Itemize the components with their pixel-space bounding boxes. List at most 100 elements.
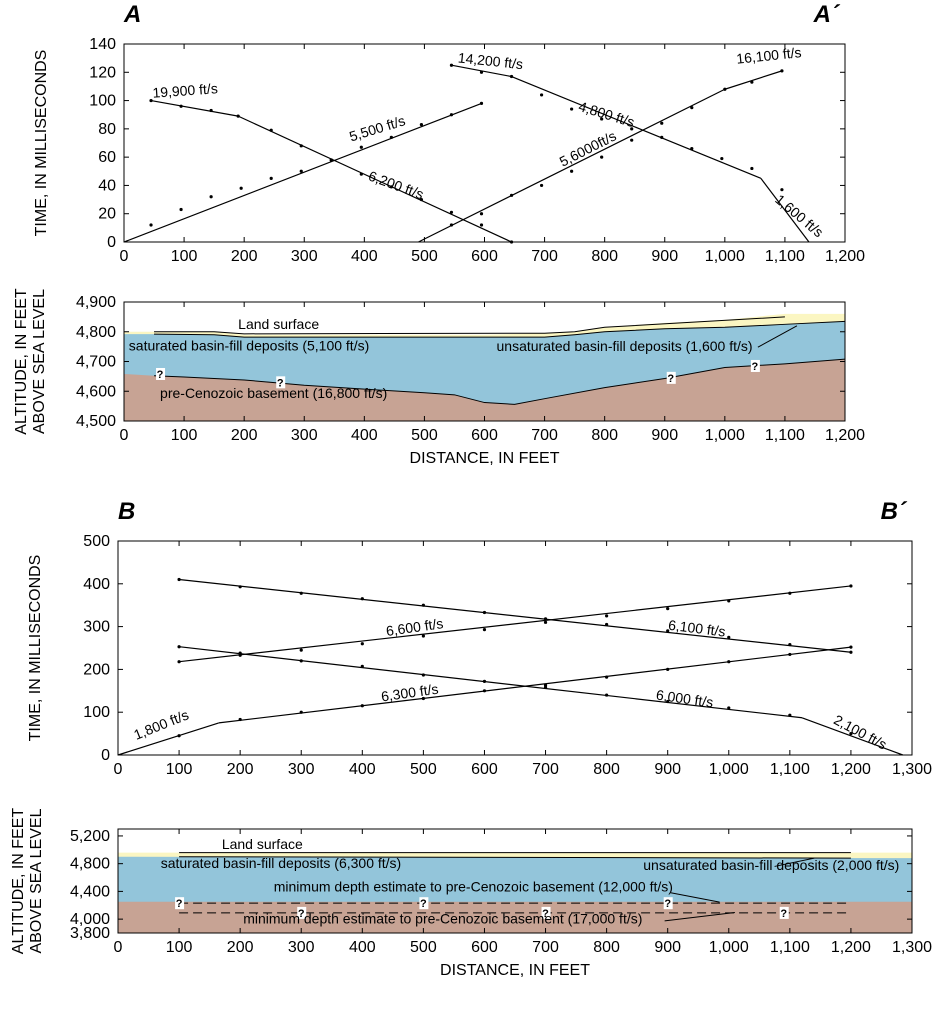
land-surface-line (154, 316, 785, 335)
traveltime-data-point (509, 74, 514, 79)
y-axis-label-line2: ABOVE SEA LEVEL (31, 289, 48, 434)
geologic-layers (124, 313, 845, 421)
x-tick-label: 200 (231, 248, 258, 265)
question-mark-box (156, 367, 166, 380)
x-tick-label: 700 (531, 248, 558, 265)
velocity-label: 6,200 ft/s (366, 168, 426, 203)
traveltime-line-segment (218, 646, 851, 724)
x-tick-label: 800 (591, 248, 618, 265)
question-mark-box (297, 906, 307, 919)
velocity-label: 5,500 ft/s (347, 112, 407, 144)
y-tick-label: 5,200 (70, 828, 110, 845)
traveltime-line-segment (418, 88, 726, 243)
x-tick-label: 300 (291, 248, 318, 265)
x-tick-label: 1,100 (770, 761, 810, 778)
land-surface-label: Land surface (222, 836, 303, 852)
traveltime-line-segment (237, 115, 512, 243)
traveltime-data-point (570, 107, 574, 111)
question-mark-box (276, 376, 286, 389)
velocity-label: 16,100 ft/s (735, 44, 802, 67)
question-mark-box (666, 371, 676, 384)
traveltime-data-point (479, 223, 484, 227)
leader-line (670, 892, 720, 903)
x-tick-label: 1,100 (770, 939, 810, 956)
x-tick-label: 1,300 (892, 939, 932, 956)
traveltime-data-point (543, 683, 548, 687)
traveltime-data-point (236, 114, 240, 118)
basement-contact-line (154, 358, 846, 405)
x-tick-label: 200 (231, 427, 258, 444)
leader-line (757, 325, 798, 348)
traveltime-data-point (539, 183, 544, 188)
traveltime-data-point (849, 645, 853, 649)
x-tick-label: 0 (114, 939, 123, 956)
y-tick-label: 4,000 (70, 911, 110, 928)
traveltime-data-point (177, 660, 181, 664)
x-tick-label: 0 (114, 761, 123, 778)
traveltime-data-point (421, 696, 425, 701)
traveltime-data-point (509, 193, 514, 197)
question-mark: ? (176, 898, 183, 910)
x-tick-label: 1,100 (765, 427, 805, 444)
geologic-layer (118, 901, 912, 933)
traveltime-data-point (479, 101, 484, 105)
unsaturated-deposits-label: unsaturated basin-fill deposits (2,000 f… (643, 857, 899, 873)
x-tick-label: 700 (532, 761, 559, 778)
x-tick-label: 800 (591, 427, 618, 444)
traveltime-data-point (449, 223, 454, 227)
x-tick-label: 900 (651, 427, 678, 444)
traveltime-line-segment (801, 717, 904, 756)
question-mark-box (419, 897, 429, 910)
traveltime-data-point (723, 87, 727, 91)
x-tick-label: 800 (593, 939, 620, 956)
traveltime-data-point (605, 614, 609, 618)
y-axis-label: TIME, IN MILLISECONDS (33, 50, 50, 237)
traveltime-data-point (149, 98, 153, 103)
geologic-layer (124, 359, 845, 421)
traveltime-data-point (600, 155, 604, 159)
traveltime-data-point (238, 585, 242, 589)
traveltime-data-point (449, 113, 454, 117)
x-tick-label: 500 (411, 427, 438, 444)
question-mark-box (663, 897, 673, 910)
traveltime-data-point (630, 138, 634, 142)
y-tick-label: 20 (98, 206, 116, 223)
traveltime-data-point (482, 679, 487, 683)
y-axis-label-line1: ALTITUDE, IN FEET (13, 288, 30, 435)
x-tick-label: 800 (593, 761, 620, 778)
traveltime-data-point (666, 699, 670, 704)
traveltime-data-point (177, 734, 181, 738)
x-tick-label: 1,000 (705, 427, 745, 444)
x-tick-label: 100 (171, 427, 198, 444)
velocity-label: 19,900 ft/s (152, 80, 218, 101)
traveltime-data-point (666, 629, 670, 633)
question-mark-box (779, 906, 789, 919)
y-tick-label: 80 (98, 121, 116, 138)
velocity-label: 1,600 ft/s (772, 191, 826, 240)
y-tick-label: 4,600 (76, 383, 116, 400)
traveltime-data-point (509, 240, 514, 244)
traveltime-data-point (209, 108, 213, 113)
traveltime-data-point (449, 210, 454, 214)
traveltime-data-point (360, 597, 364, 601)
traveltime-data-point (359, 145, 363, 149)
traveltime-data-point (299, 169, 303, 173)
x-tick-label: 200 (227, 939, 254, 956)
traveltime-data-point (482, 627, 487, 632)
traveltime-data-point (421, 603, 425, 607)
traveltime-data-point (788, 652, 792, 657)
y-axis-label-line2: ABOVE SEA LEVEL (28, 808, 45, 953)
y-tick-label: 400 (83, 576, 110, 593)
traveltime-data-point (570, 169, 574, 173)
y-tick-label: 500 (83, 533, 110, 550)
y-tick-label: 4,800 (76, 324, 116, 341)
x-tick-label: 900 (654, 939, 681, 956)
traveltime-data-point (727, 706, 731, 710)
traveltime-data-point (177, 577, 181, 582)
saturated-deposits-label: saturated basin-fill deposits (6,300 ft/… (161, 855, 401, 871)
question-mark: ? (157, 369, 164, 381)
traveltime-data-point (539, 93, 544, 97)
velocity-label: 6,600 ft/s (385, 615, 444, 639)
velocity-label: 6,300 ft/s (380, 681, 439, 705)
x-tick-label: 0 (120, 427, 129, 444)
